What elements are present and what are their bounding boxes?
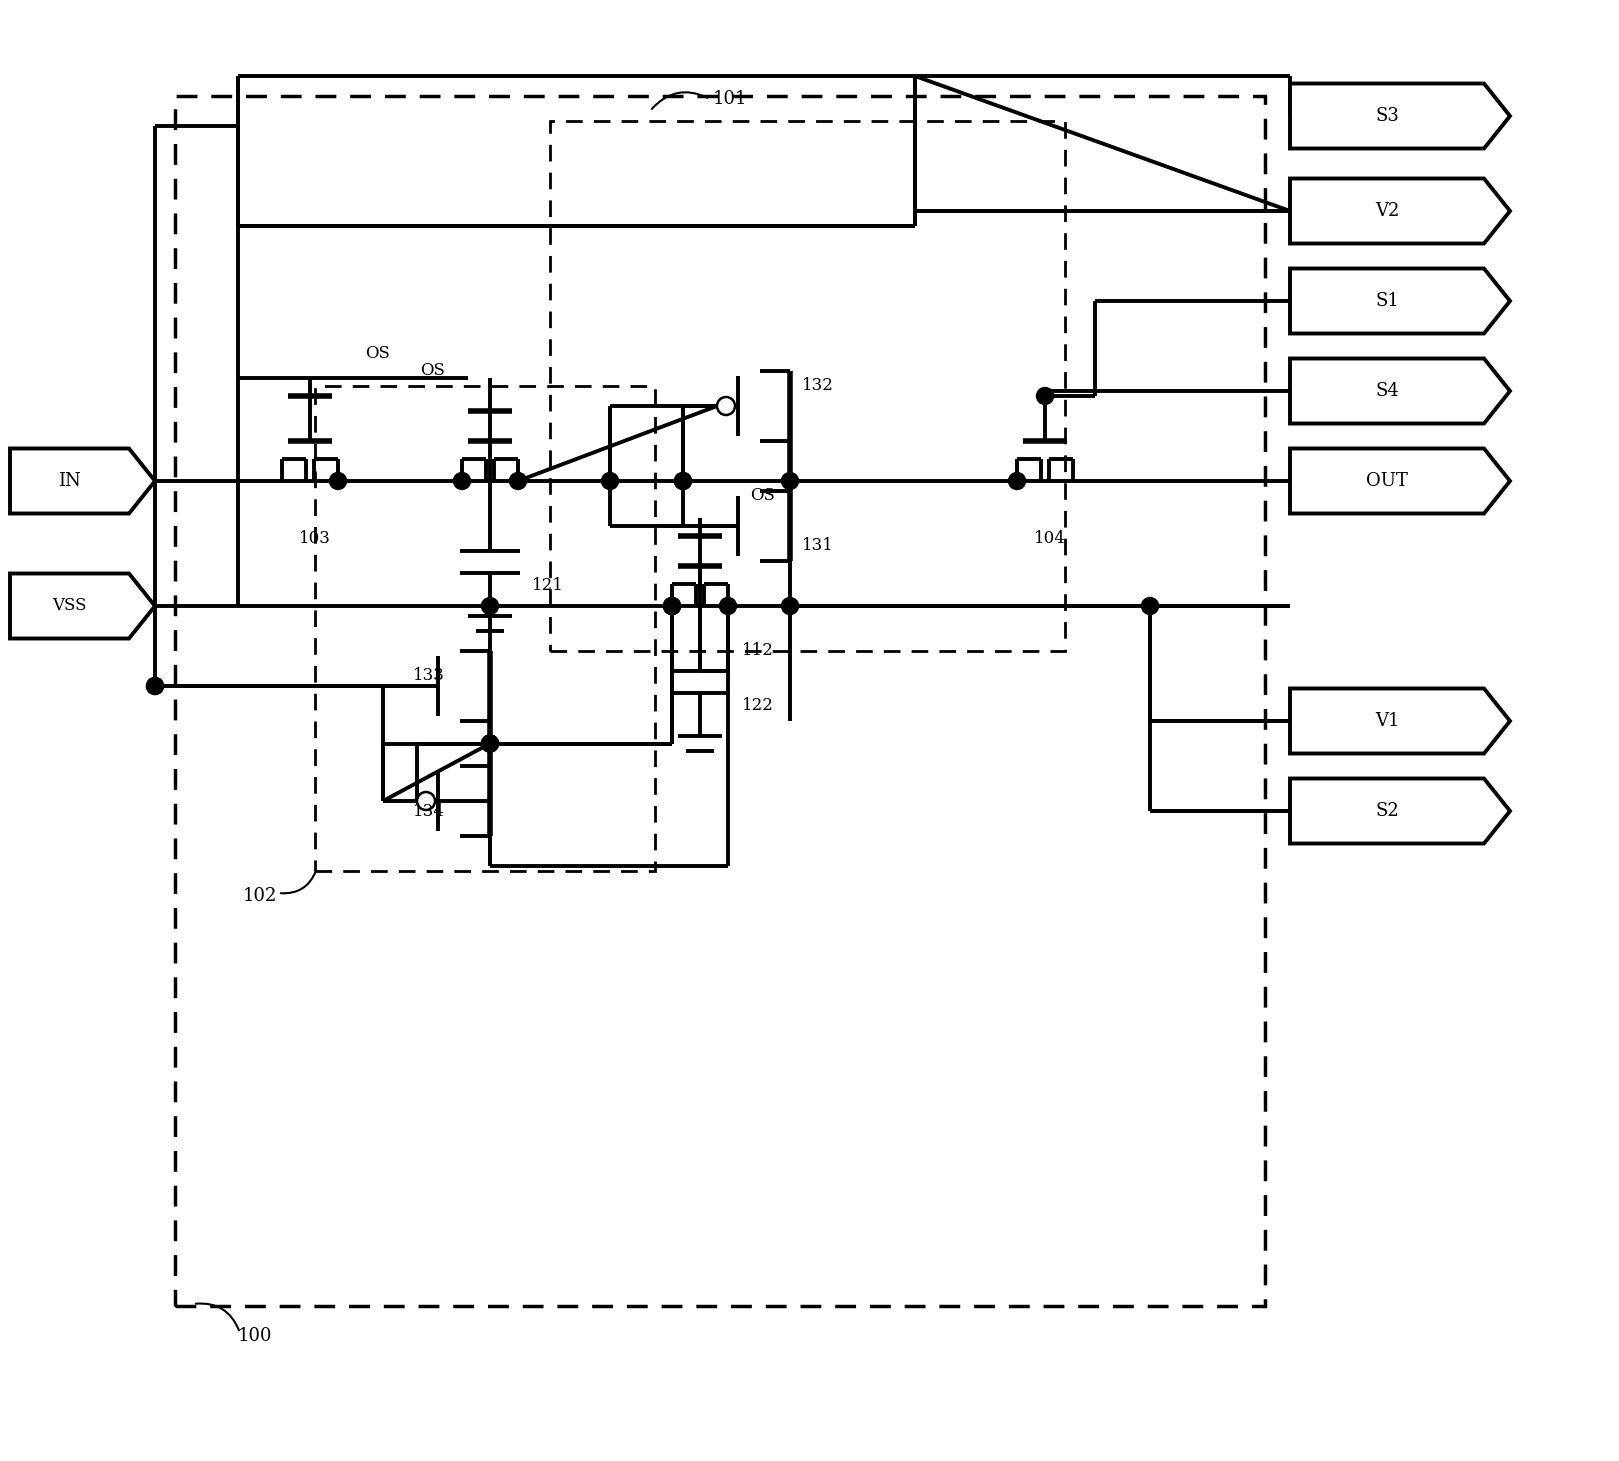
Circle shape: [481, 735, 499, 752]
Circle shape: [481, 598, 499, 615]
Text: OS: OS: [419, 362, 445, 380]
Circle shape: [1036, 387, 1054, 405]
Circle shape: [510, 472, 526, 489]
Polygon shape: [1290, 688, 1511, 754]
Text: IN: IN: [58, 472, 81, 489]
Circle shape: [1141, 598, 1159, 615]
Text: VSS: VSS: [52, 598, 87, 615]
Text: S4: S4: [1375, 381, 1399, 400]
Text: OS: OS: [750, 488, 776, 504]
Circle shape: [146, 678, 164, 694]
Text: 103: 103: [300, 530, 330, 548]
Text: V1: V1: [1375, 712, 1399, 730]
Text: OS: OS: [364, 345, 390, 361]
Circle shape: [330, 472, 346, 489]
Polygon shape: [1290, 358, 1511, 424]
Text: 122: 122: [742, 697, 774, 714]
Circle shape: [602, 472, 618, 489]
Text: S1: S1: [1375, 292, 1399, 310]
Circle shape: [719, 598, 737, 615]
Circle shape: [418, 792, 436, 809]
Polygon shape: [10, 449, 155, 513]
Circle shape: [675, 472, 691, 489]
Circle shape: [1009, 472, 1025, 489]
Text: 102: 102: [243, 887, 277, 904]
Text: 101: 101: [712, 91, 748, 108]
Text: 112: 112: [742, 643, 774, 659]
Polygon shape: [1290, 269, 1511, 333]
Polygon shape: [10, 574, 155, 638]
Circle shape: [453, 472, 471, 489]
Circle shape: [717, 397, 735, 415]
Text: 132: 132: [801, 377, 834, 394]
Circle shape: [782, 472, 798, 489]
Text: 121: 121: [533, 577, 563, 595]
Text: S3: S3: [1375, 107, 1399, 126]
Circle shape: [146, 678, 164, 694]
Circle shape: [664, 598, 680, 615]
Polygon shape: [1290, 449, 1511, 513]
Polygon shape: [1290, 178, 1511, 244]
Circle shape: [675, 472, 691, 489]
Circle shape: [782, 598, 798, 615]
Circle shape: [664, 598, 680, 615]
Text: 131: 131: [801, 538, 834, 555]
Text: 104: 104: [1035, 530, 1065, 548]
Text: 134: 134: [413, 802, 445, 820]
Text: V2: V2: [1375, 202, 1399, 221]
Circle shape: [664, 598, 680, 615]
Text: 100: 100: [238, 1327, 272, 1346]
Polygon shape: [1290, 779, 1511, 843]
Text: OUT: OUT: [1366, 472, 1409, 489]
Text: 133: 133: [413, 668, 445, 685]
Text: S2: S2: [1375, 802, 1399, 820]
Circle shape: [481, 735, 499, 752]
Polygon shape: [1290, 83, 1511, 149]
Circle shape: [481, 735, 499, 752]
